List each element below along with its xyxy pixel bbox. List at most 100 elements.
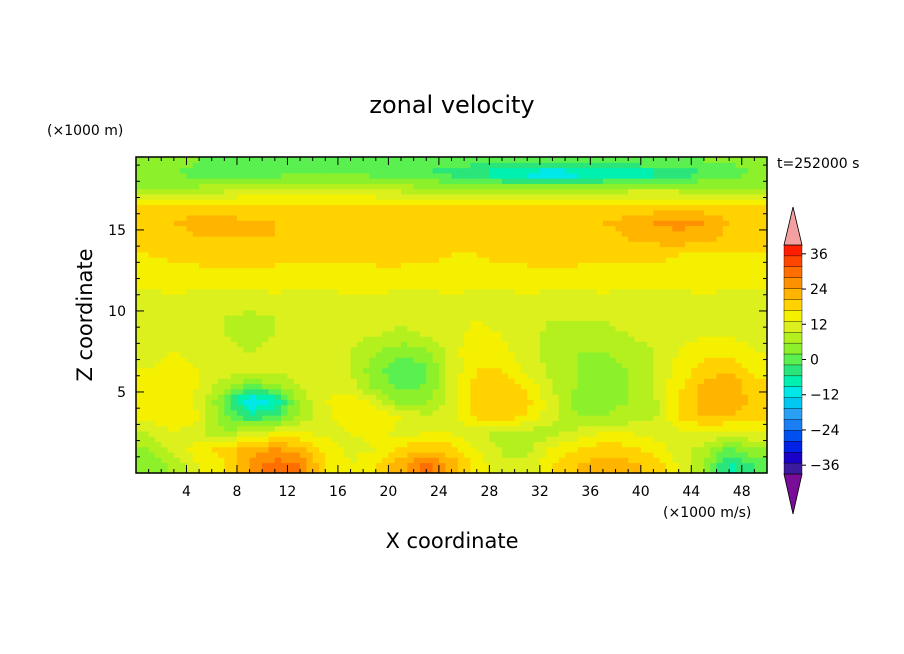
contour-cell [438, 446, 446, 453]
contour-cell [520, 278, 528, 284]
contour-cell [489, 457, 497, 464]
contour-cell [236, 351, 244, 358]
contour-cell [268, 214, 276, 221]
contour-cell [501, 251, 509, 258]
contour-cell [476, 372, 484, 379]
contour-cell [678, 346, 686, 353]
contour-cell [741, 225, 749, 232]
contour-cell [653, 436, 661, 442]
contour-cell [419, 309, 427, 316]
contour-cell [464, 451, 472, 458]
contour-cell [527, 394, 535, 400]
contour-cell [243, 467, 251, 474]
contour-cell [602, 341, 610, 348]
contour-cell [243, 430, 251, 437]
contour-cell [375, 394, 383, 400]
contour-cell [584, 394, 591, 400]
contour-cell [527, 304, 535, 311]
contour-cell [628, 262, 636, 269]
contour-cell [590, 283, 598, 290]
contour-cell [167, 241, 175, 248]
contour-cell [508, 341, 516, 348]
contour-cell [590, 309, 598, 316]
contour-cell [754, 394, 762, 400]
contour-cell [565, 267, 572, 274]
contour-cell [602, 299, 610, 306]
contour-cell [211, 372, 219, 379]
contour-cell [154, 409, 162, 416]
contour-cell [274, 457, 282, 464]
contour-cell [243, 236, 251, 242]
contour-cell [602, 278, 610, 284]
contour-cell [230, 446, 238, 453]
contour-cell [274, 241, 282, 248]
contour-cell [413, 230, 421, 237]
contour-cell [634, 346, 642, 353]
contour-cell [748, 351, 755, 358]
contour-cell [243, 436, 251, 442]
contour-cell [451, 420, 459, 427]
contour-cell [609, 325, 617, 332]
contour-cell [136, 467, 143, 474]
contour-cell [325, 430, 333, 437]
contour-cell [243, 230, 251, 237]
contour-cell [255, 220, 263, 227]
contour-cell [691, 209, 699, 216]
contour-cell [363, 378, 371, 385]
contour-cell [552, 220, 560, 227]
contour-cell [691, 351, 699, 358]
contour-cell [539, 383, 547, 390]
contour-cell [337, 409, 345, 416]
contour-cell [729, 214, 737, 221]
contour-cell [224, 278, 232, 284]
contour-cell [344, 441, 352, 448]
contour-cell [514, 367, 522, 374]
contour-cell [748, 299, 755, 306]
contour-cell [470, 351, 478, 358]
contour-cell [552, 357, 560, 363]
contour-cell [331, 446, 339, 453]
contour-cell [388, 383, 396, 390]
contour-cell [438, 362, 446, 369]
contour-cell [697, 425, 705, 432]
contour-cell [621, 241, 629, 248]
contour-cell [628, 241, 636, 248]
contour-cell [199, 399, 207, 406]
contour-cell [464, 436, 472, 442]
contour-cell [590, 394, 598, 400]
contour-cell [729, 462, 737, 469]
contour-cell [199, 372, 207, 379]
contour-cell [464, 315, 472, 321]
contour-cell [615, 399, 623, 406]
contour-cell [539, 267, 547, 274]
contour-cell [300, 304, 307, 311]
contour-cell [558, 457, 566, 464]
contour-cell [173, 420, 181, 427]
contour-cell [318, 357, 326, 363]
contour-cell [710, 304, 718, 311]
contour-cell [464, 251, 472, 258]
contour-cell [464, 230, 472, 237]
contour-cell [602, 399, 610, 406]
contour-cell [426, 388, 434, 395]
contour-cell [382, 362, 389, 369]
contour-cell [640, 304, 648, 311]
contour-cell [218, 320, 225, 327]
contour-cell [590, 404, 598, 411]
contour-cell [401, 309, 408, 316]
contour-cell [388, 246, 396, 253]
contour-cell [710, 341, 718, 348]
contour-cell [659, 299, 667, 306]
contour-cell [154, 367, 162, 374]
contour-cell [571, 462, 579, 469]
contour-cell [236, 430, 244, 437]
contour-cell [489, 446, 497, 453]
contour-cell [754, 441, 762, 448]
contour-cell [621, 467, 629, 474]
contour-cell [300, 225, 307, 232]
contour-cell [577, 388, 585, 395]
contour-cell [224, 209, 232, 216]
contour-cell [735, 467, 743, 474]
contour-cell [438, 251, 446, 258]
contour-cell [546, 341, 554, 348]
